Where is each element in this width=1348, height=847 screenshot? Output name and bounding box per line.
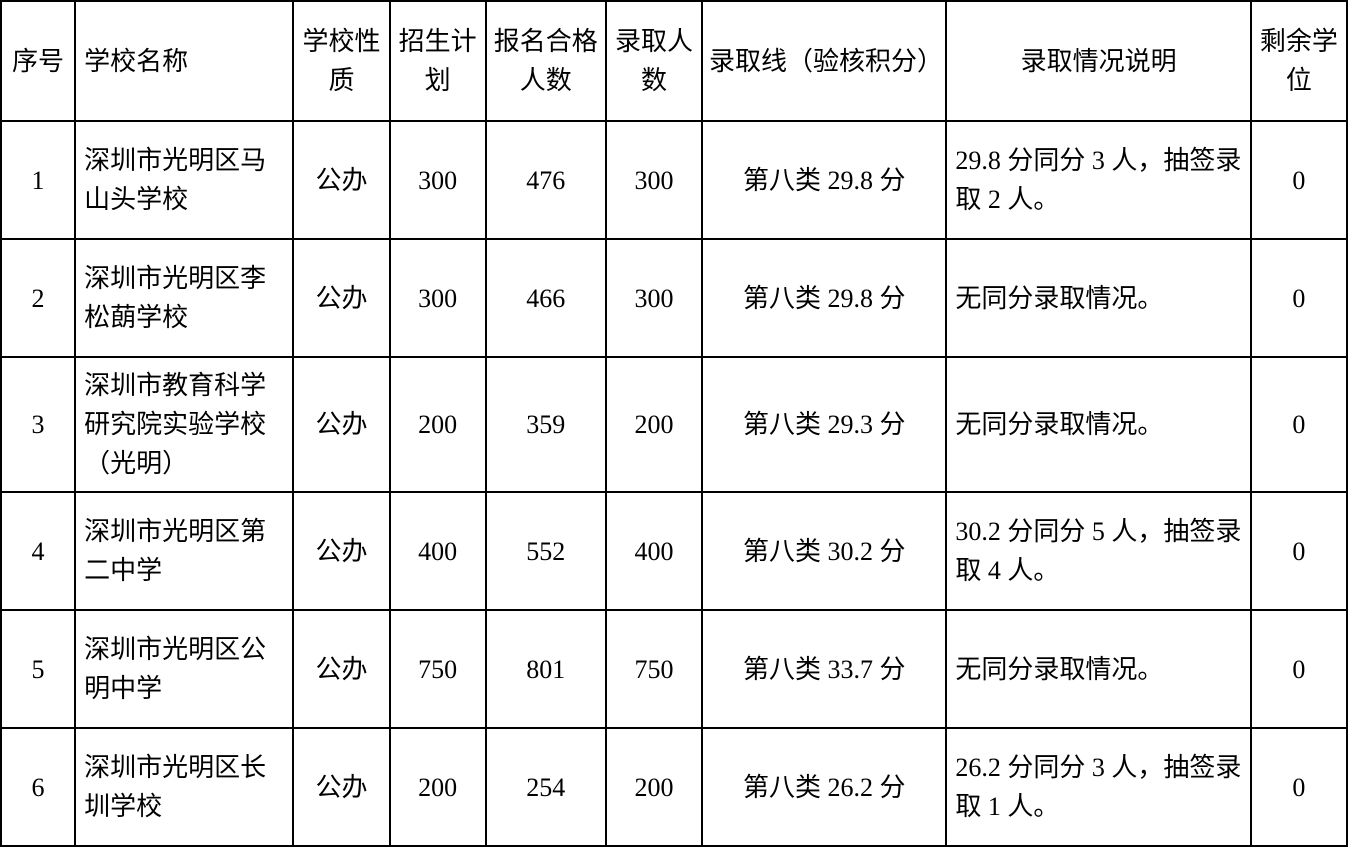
cell-qualified: 552	[486, 492, 606, 610]
header-plan: 招生计划	[390, 1, 486, 121]
header-admitted: 录取人数	[606, 1, 702, 121]
cell-plan: 200	[390, 728, 486, 846]
header-nature: 学校性质	[293, 1, 389, 121]
cell-name: 深圳市教育科学研究院实验学校（光明）	[75, 357, 293, 492]
header-remaining: 剩余学位	[1251, 1, 1347, 121]
cell-nature: 公办	[293, 357, 389, 492]
cell-cutoff: 第八类 26.2 分	[702, 728, 946, 846]
cell-remaining: 0	[1251, 610, 1347, 728]
cell-plan: 300	[390, 239, 486, 357]
cell-desc: 30.2 分同分 5 人，抽签录取 4 人。	[946, 492, 1250, 610]
cell-seq: 5	[1, 610, 75, 728]
table-row: 4 深圳市光明区第二中学 公办 400 552 400 第八类 30.2 分 3…	[1, 492, 1347, 610]
cell-cutoff: 第八类 29.8 分	[702, 121, 946, 239]
cell-remaining: 0	[1251, 239, 1347, 357]
cell-name: 深圳市光明区李松蓢学校	[75, 239, 293, 357]
cell-qualified: 476	[486, 121, 606, 239]
cell-seq: 2	[1, 239, 75, 357]
cell-plan: 300	[390, 121, 486, 239]
cell-admitted: 300	[606, 239, 702, 357]
header-desc: 录取情况说明	[946, 1, 1250, 121]
cell-plan: 200	[390, 357, 486, 492]
cell-qualified: 254	[486, 728, 606, 846]
table-body: 1 深圳市光明区马山头学校 公办 300 476 300 第八类 29.8 分 …	[1, 121, 1347, 846]
table-row: 5 深圳市光明区公明中学 公办 750 801 750 第八类 33.7 分 无…	[1, 610, 1347, 728]
table-header-row: 序号 学校名称 学校性质 招生计划 报名合格人数 录取人数 录取线（验核积分） …	[1, 1, 1347, 121]
header-seq: 序号	[1, 1, 75, 121]
header-name: 学校名称	[75, 1, 293, 121]
cell-admitted: 400	[606, 492, 702, 610]
cell-admitted: 200	[606, 357, 702, 492]
cell-plan: 400	[390, 492, 486, 610]
cell-seq: 3	[1, 357, 75, 492]
cell-name: 深圳市光明区公明中学	[75, 610, 293, 728]
cell-cutoff: 第八类 29.3 分	[702, 357, 946, 492]
cell-nature: 公办	[293, 728, 389, 846]
cell-qualified: 359	[486, 357, 606, 492]
cell-remaining: 0	[1251, 121, 1347, 239]
cell-name: 深圳市光明区长圳学校	[75, 728, 293, 846]
header-qualified: 报名合格人数	[486, 1, 606, 121]
cell-remaining: 0	[1251, 357, 1347, 492]
cell-nature: 公办	[293, 492, 389, 610]
cell-admitted: 750	[606, 610, 702, 728]
cell-cutoff: 第八类 33.7 分	[702, 610, 946, 728]
cell-nature: 公办	[293, 610, 389, 728]
header-cutoff: 录取线（验核积分）	[702, 1, 946, 121]
cell-seq: 4	[1, 492, 75, 610]
cell-desc: 无同分录取情况。	[946, 610, 1250, 728]
table-row: 1 深圳市光明区马山头学校 公办 300 476 300 第八类 29.8 分 …	[1, 121, 1347, 239]
cell-desc: 无同分录取情况。	[946, 239, 1250, 357]
table-row: 6 深圳市光明区长圳学校 公办 200 254 200 第八类 26.2 分 2…	[1, 728, 1347, 846]
admission-table: 序号 学校名称 学校性质 招生计划 报名合格人数 录取人数 录取线（验核积分） …	[0, 0, 1348, 847]
table-row: 3 深圳市教育科学研究院实验学校（光明） 公办 200 359 200 第八类 …	[1, 357, 1347, 492]
cell-remaining: 0	[1251, 492, 1347, 610]
cell-admitted: 300	[606, 121, 702, 239]
table-row: 2 深圳市光明区李松蓢学校 公办 300 466 300 第八类 29.8 分 …	[1, 239, 1347, 357]
cell-seq: 6	[1, 728, 75, 846]
cell-nature: 公办	[293, 121, 389, 239]
cell-cutoff: 第八类 30.2 分	[702, 492, 946, 610]
cell-remaining: 0	[1251, 728, 1347, 846]
cell-desc: 无同分录取情况。	[946, 357, 1250, 492]
cell-name: 深圳市光明区第二中学	[75, 492, 293, 610]
cell-admitted: 200	[606, 728, 702, 846]
cell-qualified: 801	[486, 610, 606, 728]
cell-cutoff: 第八类 29.8 分	[702, 239, 946, 357]
cell-desc: 29.8 分同分 3 人，抽签录取 2 人。	[946, 121, 1250, 239]
cell-nature: 公办	[293, 239, 389, 357]
cell-plan: 750	[390, 610, 486, 728]
cell-desc: 26.2 分同分 3 人，抽签录取 1 人。	[946, 728, 1250, 846]
cell-name: 深圳市光明区马山头学校	[75, 121, 293, 239]
cell-seq: 1	[1, 121, 75, 239]
cell-qualified: 466	[486, 239, 606, 357]
